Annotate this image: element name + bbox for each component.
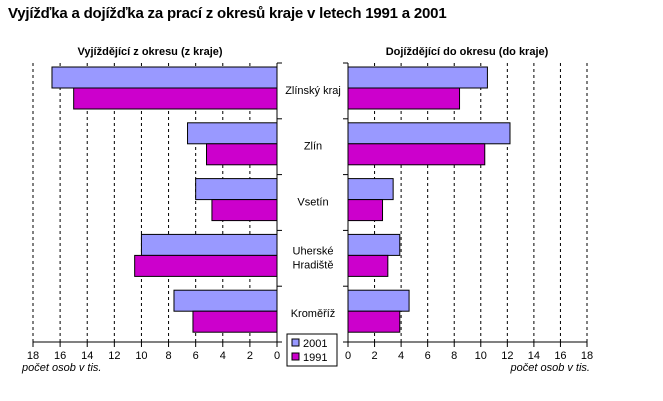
category-label-0: Zlínský kraj xyxy=(285,85,341,97)
category-label-line-3-0: Uherské xyxy=(293,245,334,257)
x-tick-label-incoming-4: 4 xyxy=(398,350,404,362)
bar-incoming-2001-1 xyxy=(347,122,511,145)
bar-outgoing-1991-1 xyxy=(206,143,278,166)
bar-outgoing-1991-2 xyxy=(211,199,278,222)
bar-outgoing-2001-3 xyxy=(140,233,278,256)
bar-incoming-2001-2 xyxy=(347,178,394,201)
x-axis-label-incoming: počet osob v tis. xyxy=(510,362,591,374)
x-tick-label-outgoing-4: 4 xyxy=(220,350,226,362)
x-tick-label-incoming-2: 2 xyxy=(371,350,377,362)
category-label-line-3-1: Hradiště xyxy=(293,259,334,271)
x-axis-label-outgoing: počet osob v tis. xyxy=(21,362,102,374)
x-tick-label-incoming-10: 10 xyxy=(475,350,487,362)
bar-incoming-1991-4 xyxy=(347,310,401,333)
x-tick-label-outgoing-8: 8 xyxy=(165,350,171,362)
bar-incoming-1991-3 xyxy=(347,254,389,277)
x-tick-label-outgoing-14: 14 xyxy=(81,350,93,362)
x-tick-label-incoming-8: 8 xyxy=(451,350,457,362)
bar-incoming-2001-4 xyxy=(347,289,410,312)
legend-label-2001: 2001 xyxy=(303,338,327,350)
bar-outgoing-2001-2 xyxy=(195,178,278,201)
bar-incoming-2001-0 xyxy=(347,66,488,89)
bar-outgoing-2001-4 xyxy=(173,289,278,312)
x-tick-label-incoming-0: 0 xyxy=(345,350,351,362)
bar-incoming-1991-0 xyxy=(347,87,461,110)
bar-incoming-1991-2 xyxy=(347,199,384,222)
category-label-3: Uherské Hradiště xyxy=(293,245,334,271)
legend-label-1991: 1991 xyxy=(303,352,327,364)
category-label-1: Zlín xyxy=(304,141,322,153)
bar-outgoing-1991-4 xyxy=(192,310,278,333)
page-title: Vyjížďka a dojížďka za prací z okresů kr… xyxy=(8,5,447,22)
bar-incoming-1991-1 xyxy=(347,143,486,166)
x-tick-label-incoming-18: 18 xyxy=(581,350,593,362)
x-tick-label-outgoing-0: 0 xyxy=(274,350,280,362)
x-tick-label-outgoing-18: 18 xyxy=(27,350,39,362)
legend-swatch-2001 xyxy=(291,338,300,347)
x-tick-label-incoming-6: 6 xyxy=(425,350,431,362)
x-tick-label-incoming-12: 12 xyxy=(501,350,513,362)
x-tick-label-outgoing-12: 12 xyxy=(108,350,120,362)
legend-swatch-1991 xyxy=(291,352,300,361)
x-tick-label-incoming-14: 14 xyxy=(528,350,540,362)
category-label-2: Vsetín xyxy=(297,197,328,209)
bar-outgoing-1991-0 xyxy=(73,87,278,110)
category-label-4: Kroměříž xyxy=(291,308,336,320)
chart-title-outgoing: Vyjíždějící z okresu (z kraje) xyxy=(77,46,222,58)
x-tick-label-outgoing-16: 16 xyxy=(54,350,66,362)
x-tick-label-incoming-16: 16 xyxy=(554,350,566,362)
bar-outgoing-1991-3 xyxy=(134,254,278,277)
bar-incoming-2001-3 xyxy=(347,233,401,256)
x-tick-label-outgoing-10: 10 xyxy=(135,350,147,362)
chart-title-incoming: Dojíždějící do okresu (do kraje) xyxy=(386,46,549,58)
bar-outgoing-2001-1 xyxy=(187,122,278,145)
x-tick-label-outgoing-6: 6 xyxy=(193,350,199,362)
bar-outgoing-2001-0 xyxy=(51,66,278,89)
x-tick-label-outgoing-2: 2 xyxy=(247,350,253,362)
